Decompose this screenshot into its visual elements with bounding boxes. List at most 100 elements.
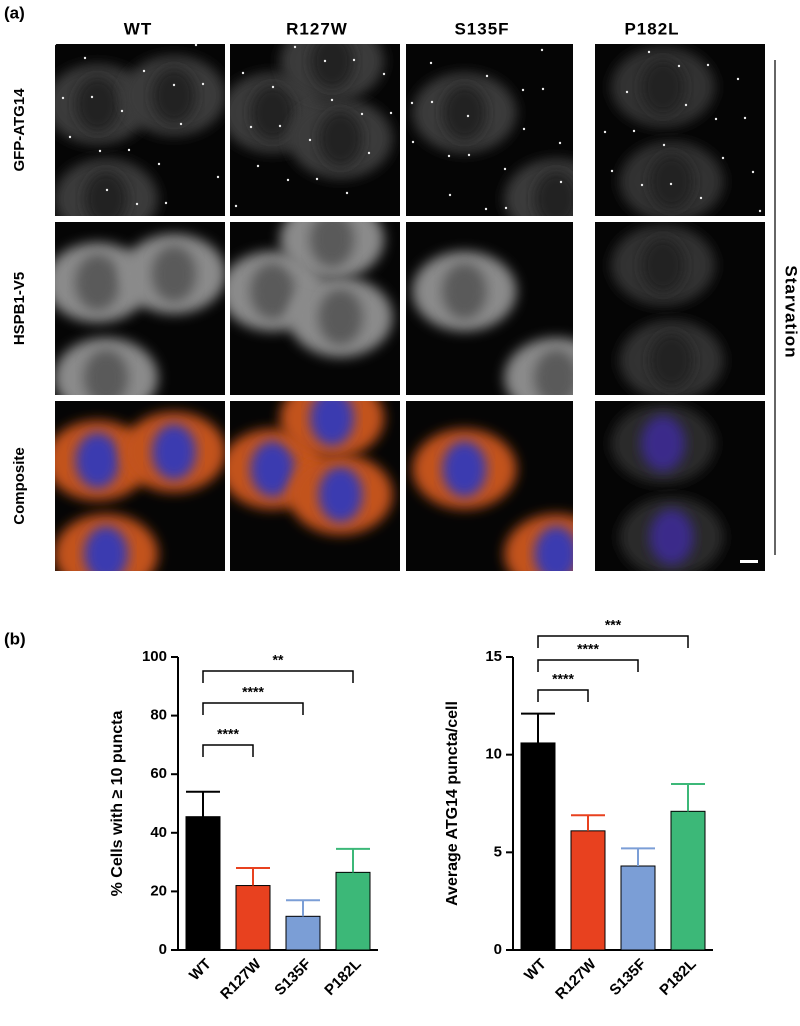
- bar: [235, 885, 271, 951]
- cells: [55, 44, 225, 216]
- nucleus: [152, 67, 196, 124]
- punctum: [706, 63, 710, 67]
- significance-label: **: [273, 652, 284, 668]
- micrograph: [406, 401, 573, 571]
- significance-label: ****: [552, 671, 574, 687]
- punctum: [430, 100, 434, 104]
- punctum: [448, 193, 452, 197]
- punctum: [90, 95, 94, 99]
- nucleus: [250, 441, 295, 497]
- y-tick-label: 15: [485, 648, 502, 665]
- significance-label: ****: [577, 641, 599, 657]
- nucleus: [310, 44, 354, 90]
- punctum: [345, 191, 349, 195]
- punctum: [447, 154, 451, 158]
- bar: [285, 915, 321, 951]
- bar: [335, 871, 371, 951]
- punctum: [632, 129, 636, 133]
- nucleus: [310, 401, 354, 446]
- punctum: [249, 125, 253, 129]
- punctum: [485, 74, 489, 78]
- nucleus: [641, 237, 685, 294]
- punctum: [194, 44, 198, 47]
- nucleus: [152, 245, 196, 302]
- micrograph: [230, 222, 400, 395]
- punctum: [271, 85, 275, 89]
- nucleus: [84, 170, 128, 216]
- punctum: [360, 112, 364, 116]
- micrograph: [55, 401, 225, 571]
- punctum: [256, 164, 260, 168]
- nucleus: [84, 349, 128, 395]
- punctum: [164, 201, 168, 205]
- punctum: [201, 82, 205, 86]
- punctum: [758, 209, 762, 213]
- y-tick-label: 20: [150, 882, 167, 899]
- significance-bracket: [202, 744, 254, 757]
- y-tick-label: 100: [142, 648, 167, 665]
- x-tick-label: WT: [521, 956, 550, 985]
- bar: [570, 830, 606, 951]
- micrograph: [230, 401, 400, 571]
- nucleus: [75, 254, 120, 311]
- nucleus: [318, 289, 363, 346]
- punctum: [142, 69, 146, 73]
- y-tick-label: 5: [494, 843, 502, 860]
- nucleus: [534, 526, 573, 571]
- nucleus: [75, 432, 120, 489]
- nucleus: [649, 332, 694, 389]
- nucleus: [250, 263, 295, 320]
- punctum: [467, 153, 471, 157]
- punctum: [179, 122, 183, 126]
- punctum: [98, 149, 102, 153]
- punctum: [216, 175, 220, 179]
- bar: [185, 816, 221, 951]
- y-tick-label: 0: [494, 941, 502, 958]
- cells: [412, 429, 573, 571]
- nucleus: [649, 509, 694, 565]
- condition-label: Starvation: [782, 265, 800, 358]
- punctum: [105, 188, 109, 192]
- significance-bracket: [537, 635, 689, 648]
- nucleus: [442, 84, 487, 141]
- nucleus: [641, 59, 685, 115]
- punctum: [466, 114, 470, 118]
- y-tick-label: 80: [150, 707, 167, 724]
- cells: [410, 48, 573, 216]
- significance-bracket: [202, 702, 304, 715]
- punctum: [241, 71, 245, 75]
- significance-label: ****: [242, 684, 264, 700]
- nucleus: [84, 526, 128, 571]
- cells: [230, 401, 393, 535]
- punctum: [389, 111, 393, 115]
- y-axis-label: Average ATG14 puncta/cell: [444, 701, 461, 906]
- nucleus: [152, 424, 196, 480]
- punctum: [699, 196, 703, 200]
- punctum: [751, 170, 755, 174]
- punctum: [558, 141, 562, 145]
- punctum: [410, 101, 414, 105]
- cells: [55, 412, 225, 571]
- punctum: [662, 143, 666, 147]
- punctum: [503, 167, 507, 171]
- punctum: [135, 202, 139, 206]
- punctum: [677, 64, 681, 68]
- micrograph: [595, 401, 765, 571]
- punctum: [721, 156, 725, 160]
- panel-label: (a): [4, 3, 25, 22]
- bar: [670, 810, 706, 951]
- micrograph-grid: [55, 44, 765, 571]
- cells: [230, 44, 393, 208]
- significance-label: ***: [605, 617, 622, 633]
- punctum: [286, 178, 290, 182]
- nucleus: [318, 466, 363, 523]
- column-header: P182L: [624, 19, 679, 38]
- scale-bar: [740, 560, 758, 563]
- punctum: [669, 182, 673, 186]
- punctum: [367, 151, 371, 155]
- nucleus: [641, 415, 685, 472]
- nucleus: [442, 263, 487, 320]
- punctum: [55, 44, 57, 46]
- cells: [230, 222, 393, 358]
- x-tick-label: R127W: [217, 955, 265, 1003]
